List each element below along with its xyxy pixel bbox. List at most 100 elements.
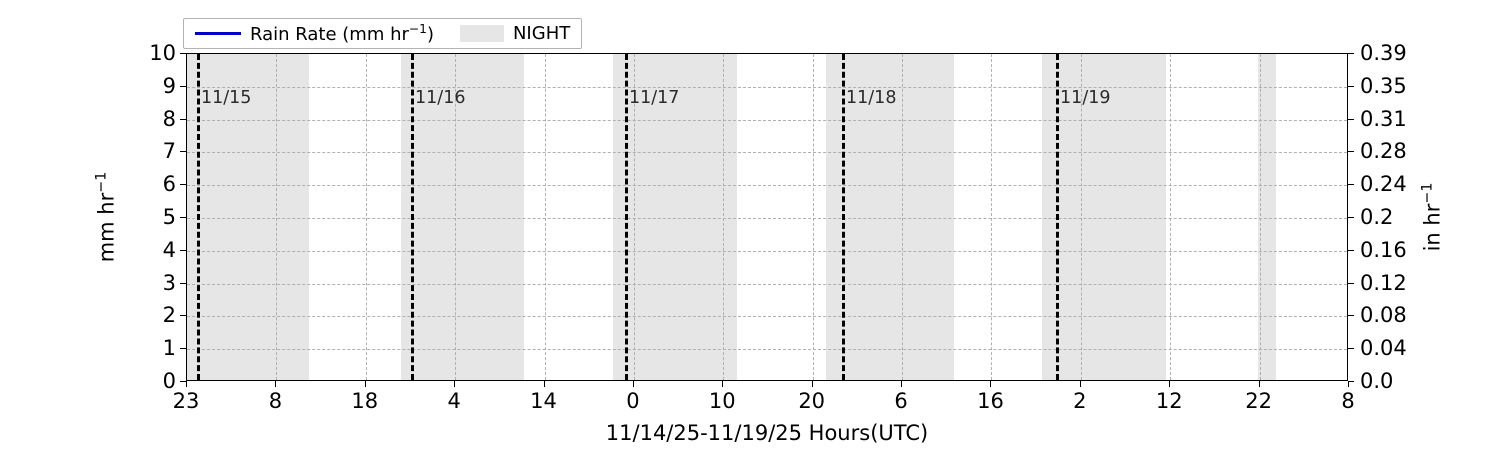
x-axis-tick-label: 23 [172,389,200,413]
y-axis-right-tick-label: 0.12 [1360,270,1407,295]
legend-label-night: NIGHT [512,23,571,44]
y-axis-left-tick-label: 1 [162,336,176,361]
y-axis-right-tick-label: 0.04 [1360,336,1407,361]
x-axis-tick [990,381,992,387]
gridline-vertical [633,54,635,380]
x-axis-tick [632,381,634,387]
legend-entry-rain-rate: Rain Rate (mm hr−1) [195,19,434,48]
y-axis-right-title-exponent: −1 [1419,182,1436,204]
x-axis-tick-label: 8 [1341,389,1355,413]
y-axis-left-tick [180,151,186,153]
y-axis-right-tick [1348,118,1354,120]
gridline-vertical [902,54,904,380]
y-axis-left-tick-label: 2 [162,303,176,328]
gridline-vertical [991,54,993,380]
y-axis-left-tick [180,184,186,186]
y-axis-right-tick-label: 0.08 [1360,303,1407,328]
legend-line-swatch-rain-rate [195,32,241,35]
x-axis-tick-label: 10 [708,389,736,413]
day-divider-label: 11/17 [628,88,680,108]
y-axis-right-tick-label: 0.0 [1360,369,1394,393]
gridline-vertical [276,54,278,380]
x-axis-tick [1169,381,1171,387]
gridline-horizontal [187,86,1347,88]
gridline-vertical [812,54,814,380]
gridline-vertical [1259,54,1261,380]
x-axis-tick-label: 2 [1073,389,1087,413]
y-axis-left-tick [180,348,186,350]
night-shading-band [401,54,524,380]
x-axis-tick-label: 16 [977,389,1004,413]
y-axis-left-tick-label: 3 [162,270,176,295]
y-axis-left-tick [180,315,186,317]
day-divider-line [411,54,415,380]
x-axis-tick-label: 4 [447,389,461,413]
gridline-horizontal [187,152,1347,154]
legend-patch-swatch-night [459,25,504,42]
x-axis-tick [722,381,724,387]
series-line-rain-rate [187,381,1265,382]
x-axis-tick-label: 14 [530,389,557,413]
gridline-vertical [723,54,725,380]
gridline-vertical [1080,54,1082,380]
y-axis-right-tick-label: 0.31 [1360,106,1407,131]
x-axis-tick-label: 6 [894,389,908,413]
gridline-vertical [544,54,546,380]
gridline-horizontal [187,349,1347,351]
y-axis-right-tick [1348,184,1354,186]
y-axis-left-tick [180,217,186,218]
y-axis-right-tick [1348,249,1354,251]
x-axis-tick [186,381,187,387]
x-axis-tick [1348,381,1349,387]
x-axis-tick-label: 12 [1155,389,1183,413]
y-axis-left-tick-label: 5 [162,205,176,229]
plot-area: 11/15 11/16 11/17 11/18 11/19 [186,53,1348,381]
y-axis-right-tick [1348,348,1354,350]
day-divider-label: 11/19 [1060,88,1111,108]
night-shading-band [825,54,954,380]
day-divider-line [624,54,628,380]
gridline-horizontal [187,218,1347,219]
gridline-horizontal [187,250,1347,252]
x-axis-tick [364,381,366,387]
y-axis-left-tick-label: 10 [149,41,176,65]
y-axis-left-title: mm hr−1 [93,171,119,263]
y-axis-right-tick [1348,282,1354,284]
night-shading-band [1258,54,1276,380]
day-divider-line [196,54,200,380]
day-divider-line [842,54,846,380]
x-axis-tick-label: 20 [798,389,826,413]
x-axis-tick-label: 8 [268,389,283,413]
y-axis-right-tick [1348,53,1354,54]
y-axis-right-tick-label: 0.39 [1360,41,1407,65]
x-axis-tick [275,381,277,387]
y-axis-left-tick-label: 7 [162,139,176,164]
y-axis-right-tick [1348,85,1354,87]
y-axis-right-tick [1348,381,1354,382]
y-axis-right-tick [1348,217,1354,218]
x-axis-tick [543,381,545,387]
legend-entry-night: NIGHT [459,19,571,48]
x-axis-tick-label: 22 [1245,389,1272,413]
gridline-horizontal [187,283,1347,285]
y-axis-left-tick [180,85,186,87]
day-divider-label: 11/16 [415,88,466,108]
x-axis-tick [1258,381,1260,387]
x-axis-tick-label: 0 [626,389,640,413]
legend-label-rain-rate: Rain Rate (mm hr−1) [250,22,434,45]
night-shading-band [1041,54,1166,380]
y-axis-left-tick-label: 9 [162,73,176,98]
x-axis-tick [811,381,813,387]
y-axis-left-tick [180,249,186,251]
y-axis-right-tick-label: 0.16 [1360,237,1407,262]
y-axis-left-tick [180,282,186,284]
y-axis-left-tick-label: 6 [162,172,176,197]
y-axis-right-tick-label: 0.35 [1360,73,1407,98]
y-axis-left-tick [180,53,186,54]
day-divider-line [1056,54,1060,380]
gridline-vertical [455,54,457,380]
y-axis-right-title: in hr−1 [1419,182,1445,252]
night-shading-band [187,54,309,380]
gridline-horizontal [187,119,1347,121]
x-axis-title: 11/14/25-11/19/25 Hours(UTC) [605,421,929,445]
